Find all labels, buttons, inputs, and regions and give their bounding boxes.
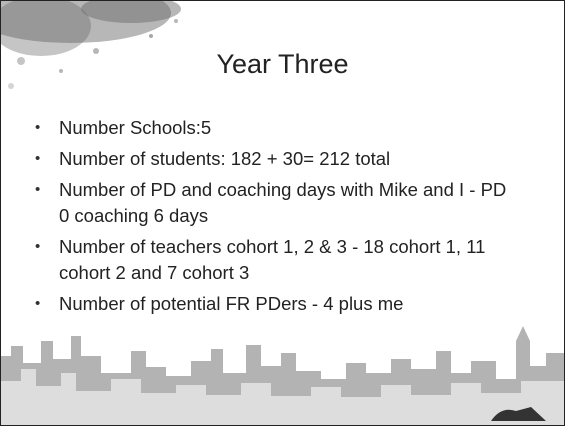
- bullet-item: Number of students: 182 + 30= 212 total: [35, 146, 507, 172]
- bullet-item: Number of teachers cohort 1, 2 & 3 - 18 …: [35, 234, 507, 286]
- bullet-item: Number of PD and coaching days with Mike…: [35, 177, 507, 229]
- slide-title: Year Three: [1, 49, 564, 80]
- bullet-list: Number Schools:5 Number of students: 182 …: [35, 115, 507, 322]
- skyline: [1, 326, 564, 425]
- slide: Year Three Number Schools:5 Number of stu…: [0, 0, 565, 426]
- bullet-item: Number of potential FR PDers - 4 plus me: [35, 291, 507, 317]
- bullet-item: Number Schools:5: [35, 115, 507, 141]
- page: {"title": "Year Three", "bullets": [ "Nu…: [0, 0, 565, 426]
